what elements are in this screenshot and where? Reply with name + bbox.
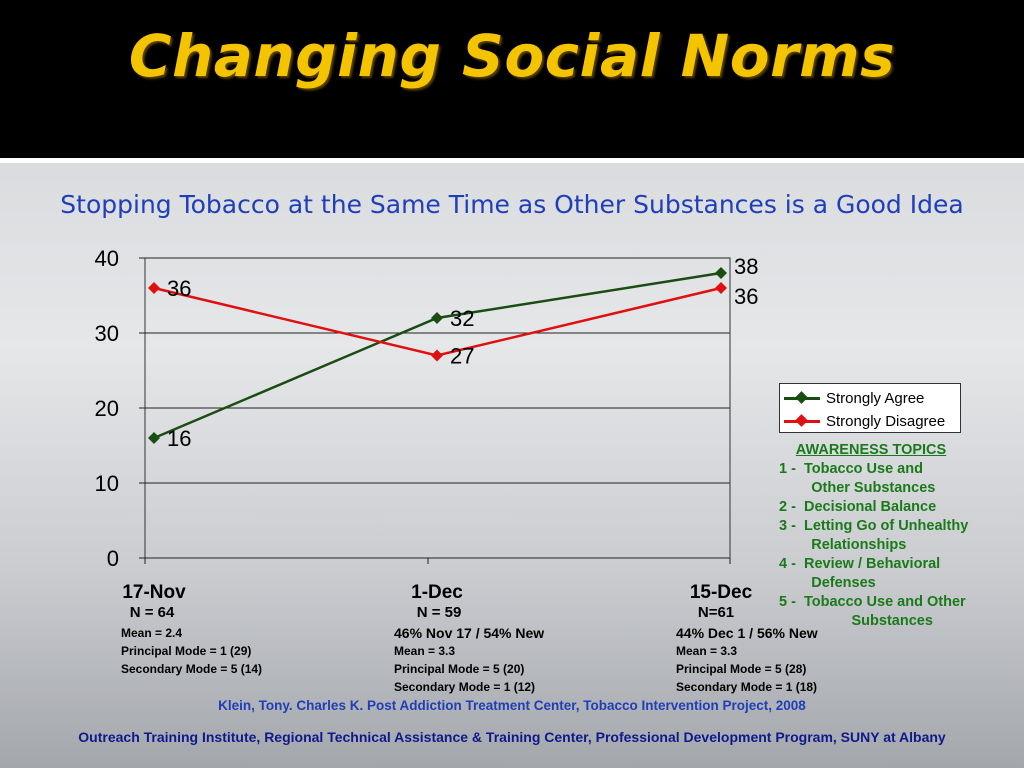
sample-size: N = 64 — [129, 604, 175, 621]
y-tick-label: 0 — [107, 546, 119, 571]
awareness-item: 3 - Letting Go of Unhealthy — [779, 518, 969, 534]
awareness-item: 1 - Tobacco Use and — [779, 461, 923, 477]
stat-line: Mean = 2.4 — [121, 626, 183, 640]
legend-entry-strongly-agree: Strongly Agree — [784, 387, 924, 409]
data-label: 36 — [734, 284, 758, 309]
chart-legend: Strongly Agree Strongly Disagree — [779, 383, 961, 433]
legend-label-disagree: Strongly Disagree — [826, 412, 946, 430]
stat-line: Mean = 3.3 — [676, 644, 738, 658]
data-label: 27 — [450, 344, 474, 369]
stat-line: Secondary Mode = 5 (14) — [121, 662, 263, 676]
stat-line: Principal Mode = 5 (28) — [676, 662, 807, 676]
stat-line: 46% Nov 17 / 54% New — [394, 625, 545, 641]
data-point — [148, 432, 160, 444]
slide-title: Changing Social Norms — [128, 22, 896, 90]
awareness-item: 4 - Review / Behavioral — [779, 556, 941, 572]
stat-line: Principal Mode = 1 (29) — [121, 644, 252, 658]
legend-swatch-disagree — [784, 414, 820, 428]
awareness-item: Relationships — [779, 537, 907, 553]
sample-size: N = 59 — [416, 604, 462, 621]
legend-entry-strongly-disagree: Strongly Disagree — [784, 410, 945, 432]
awareness-item: Defenses — [779, 575, 876, 591]
stats-block-15-dec: 44% Dec 1 / 56% New Mean = 3.3 Principal… — [676, 624, 818, 696]
x-category-label: 17-Nov — [122, 582, 186, 603]
data-label: 38 — [734, 254, 758, 279]
footer-credit: Outreach Training Institute, Regional Te… — [78, 729, 946, 745]
title-divider — [0, 158, 1024, 163]
data-label: 16 — [167, 426, 191, 451]
awareness-item: Other Substances — [779, 480, 936, 496]
awareness-item: 2 - Decisional Balance — [779, 499, 937, 515]
data-point — [431, 312, 443, 324]
stat-line: 44% Dec 1 / 56% New — [676, 625, 818, 641]
data-point — [148, 282, 160, 294]
legend-label-agree: Strongly Agree — [826, 389, 925, 407]
title-bar — [0, 0, 1024, 158]
awareness-item: Substances — [779, 613, 933, 629]
data-point — [431, 349, 443, 362]
data-label: 32 — [450, 306, 474, 331]
stat-line: Mean = 3.3 — [394, 644, 456, 658]
stats-block-1-dec: 46% Nov 17 / 54% New Mean = 3.3 Principa… — [394, 624, 544, 696]
y-tick-label: 10 — [95, 471, 119, 496]
sample-size: N=61 — [697, 604, 735, 621]
stats-block-17-nov: Mean = 2.4 Principal Mode = 1 (29) Secon… — [121, 624, 262, 678]
stat-line: Secondary Mode = 1 (18) — [676, 680, 818, 694]
awareness-topics: AWARENESS TOPICS 1 - Tobacco Use and Oth… — [776, 441, 1016, 631]
x-category-label: 15-Dec — [689, 582, 753, 603]
awareness-item: 5 - Tobacco Use and Other — [779, 594, 966, 610]
y-tick-label: 40 — [95, 246, 119, 271]
data-point — [715, 267, 727, 279]
y-tick-label: 30 — [95, 321, 119, 346]
x-category-label: 1-Dec — [411, 582, 463, 603]
data-label: 36 — [167, 276, 191, 301]
data-point — [715, 282, 727, 294]
source-citation: Klein, Tony. Charles K. Post Addiction T… — [218, 698, 806, 713]
legend-swatch-agree — [784, 391, 820, 405]
chart-subtitle: Stopping Tobacco at the Same Time as Oth… — [60, 190, 964, 219]
stat-line: Principal Mode = 5 (20) — [394, 662, 525, 676]
awareness-heading: AWARENESS TOPICS — [795, 442, 947, 458]
stat-line: Secondary Mode = 1 (12) — [394, 680, 536, 694]
y-tick-label: 20 — [95, 396, 119, 421]
